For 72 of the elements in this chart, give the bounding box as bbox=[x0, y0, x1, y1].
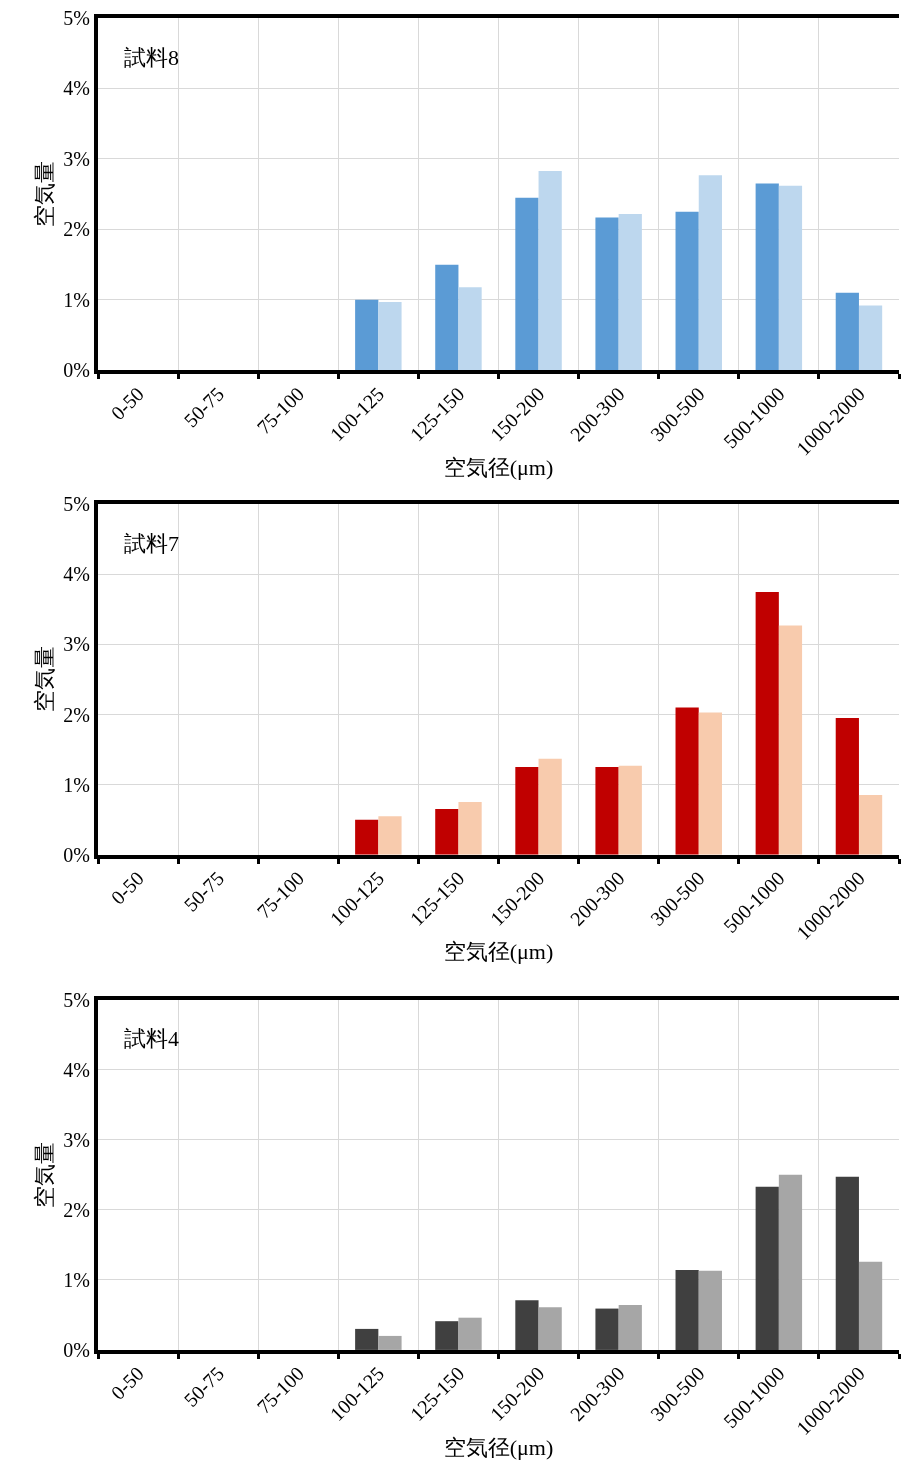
bar bbox=[378, 301, 402, 371]
bar bbox=[835, 718, 859, 855]
x-tick-label: 0-50 bbox=[106, 1362, 148, 1404]
y-tick-label: 5% bbox=[63, 988, 90, 1011]
y-tick-label: 3% bbox=[63, 633, 90, 656]
y-axis-title: 空気量 bbox=[31, 1141, 57, 1208]
y-tick-label: 2% bbox=[63, 703, 90, 726]
x-axis-title: 空気径(μm) bbox=[443, 1434, 554, 1460]
bar bbox=[778, 1174, 803, 1350]
bar bbox=[618, 213, 642, 371]
bar bbox=[778, 185, 803, 371]
bar bbox=[675, 707, 699, 855]
bar bbox=[618, 1305, 642, 1350]
y-tick-label: 2% bbox=[63, 1198, 90, 1221]
bar bbox=[595, 217, 619, 371]
y-axis-title: 空気量 bbox=[31, 646, 57, 713]
bar bbox=[698, 1270, 722, 1350]
bar bbox=[778, 625, 803, 855]
bar bbox=[755, 183, 779, 371]
bar bbox=[858, 305, 883, 371]
bar bbox=[355, 299, 379, 371]
bar bbox=[698, 175, 722, 371]
text: 試料8 bbox=[124, 45, 179, 70]
bar bbox=[515, 197, 539, 371]
bar bbox=[538, 758, 562, 855]
bar bbox=[435, 264, 459, 371]
bar bbox=[435, 809, 459, 855]
bar bbox=[515, 767, 539, 855]
y-tick-label: 0% bbox=[63, 843, 90, 866]
bar bbox=[595, 1308, 619, 1350]
x-axis-title: 空気径(μm) bbox=[443, 939, 554, 965]
bar bbox=[538, 1307, 562, 1350]
y-tick-label: 1% bbox=[63, 773, 90, 796]
bar bbox=[755, 591, 779, 855]
bar bbox=[698, 712, 722, 855]
bar bbox=[618, 765, 642, 855]
bar bbox=[675, 1270, 699, 1350]
bar bbox=[675, 211, 699, 371]
bar bbox=[355, 819, 379, 855]
bar bbox=[835, 292, 859, 371]
bar bbox=[458, 1317, 482, 1350]
text: 試料4 bbox=[124, 1026, 179, 1051]
y-tick-label: 4% bbox=[63, 563, 90, 586]
bar bbox=[755, 1186, 779, 1350]
y-tick-label: 0% bbox=[63, 1338, 90, 1361]
bar bbox=[378, 816, 402, 855]
y-tick-label: 2% bbox=[63, 218, 90, 241]
y-tick-label: 0% bbox=[63, 359, 90, 382]
bar bbox=[435, 1321, 459, 1350]
y-tick-label: 4% bbox=[63, 1058, 90, 1081]
bar bbox=[515, 1300, 539, 1350]
bar bbox=[835, 1176, 859, 1350]
text: 試料7 bbox=[124, 531, 179, 556]
y-tick-label: 5% bbox=[63, 493, 90, 516]
y-tick-label: 1% bbox=[63, 288, 90, 311]
y-tick-label: 5% bbox=[63, 7, 90, 29]
bar bbox=[378, 1335, 402, 1350]
y-tick-label: 4% bbox=[63, 77, 90, 100]
bar bbox=[355, 1328, 379, 1350]
x-tick-label: 0-50 bbox=[106, 382, 148, 425]
bar bbox=[458, 287, 482, 371]
y-tick-label: 3% bbox=[63, 147, 90, 170]
bar bbox=[595, 767, 619, 855]
bar bbox=[858, 795, 883, 855]
y-tick-label: 1% bbox=[63, 1268, 90, 1291]
y-tick-label: 3% bbox=[63, 1128, 90, 1151]
bar bbox=[538, 170, 562, 371]
bar bbox=[858, 1261, 883, 1350]
x-tick-label: 0-50 bbox=[106, 867, 148, 909]
bar bbox=[458, 802, 482, 855]
y-axis-title: 空気量 bbox=[31, 161, 57, 228]
x-axis-title: 空気径(μm) bbox=[443, 454, 554, 480]
